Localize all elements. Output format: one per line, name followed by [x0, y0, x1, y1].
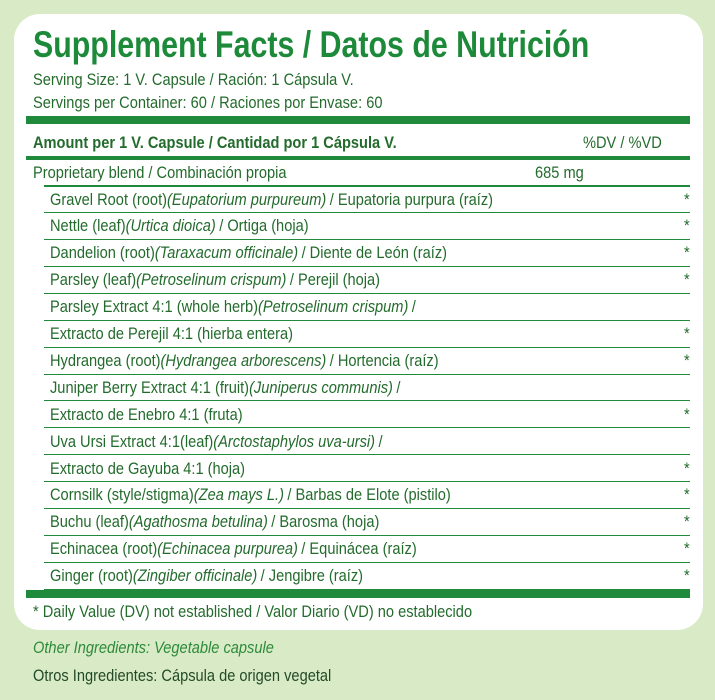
- ingredient-row: Hydrangea (root)(Hydrangea arborescens) /…: [44, 348, 690, 375]
- ingredient-name: Uva Ursi Extract 4:1(leaf): [50, 431, 214, 451]
- spanish-name: / Hortencia (raíz): [329, 350, 439, 370]
- ingredient-name: Extracto de Enebro 4:1 (fruta): [50, 404, 243, 424]
- ingredient-name: Parsley (leaf): [50, 270, 137, 290]
- ingredient-text: Extracto de Gayuba 4:1 (hoja): [50, 459, 245, 479]
- ingredient-text: Parsley Extract 4:1 (whole herb)(Petrose…: [50, 297, 416, 317]
- ingredient-name: Dandelion (root): [50, 243, 155, 263]
- dv-value: *: [684, 458, 690, 478]
- latin-name: (Urtica dioica): [125, 216, 216, 236]
- ingredient-name: Nettle (leaf): [50, 216, 126, 236]
- ingredient-row: Echinacea (root)(Echinacea purpurea) / Eq…: [44, 536, 690, 563]
- latin-name: (Petroselinum crispum): [136, 270, 287, 290]
- dv-header: %DV / %VD: [583, 133, 662, 152]
- latin-name: (Echinacea purpurea): [157, 539, 298, 559]
- ingredient-text: Buchu (leaf)(Agathosma betulina) / Barosm…: [50, 512, 379, 532]
- ingredient-name: Cornsilk (style/stigma): [50, 485, 194, 505]
- blend-row: Proprietary blend / Combinación propia 6…: [26, 160, 690, 187]
- dv-value: *: [684, 189, 690, 209]
- ingredient-row: Ginger (root)(Zingiber officinale) / Jeng…: [44, 563, 690, 590]
- ingredient-row: Cornsilk (style/stigma)(Zea mays L.) / Ba…: [44, 482, 690, 510]
- ingredient-row: Extracto de Enebro 4:1 (fruta) *: [44, 402, 690, 429]
- dv-value: *: [684, 539, 690, 559]
- latin-name: (Agathosma betulina): [128, 512, 268, 532]
- spanish-name: /: [411, 297, 416, 317]
- spanish-name: / Eupatoria purpura (raíz): [329, 189, 494, 209]
- ingredient-text: Ginger (root)(Zingiber officinale) / Jeng…: [50, 566, 363, 586]
- ingredient-name: Extracto de Perejil 4:1 (hierba entera): [50, 324, 293, 343]
- dv-value: *: [684, 566, 690, 586]
- spanish-name: / Barbas de Elote (pistilo): [287, 485, 451, 505]
- header-rule: [26, 156, 690, 160]
- row-rule: [44, 185, 690, 187]
- spanish-name: /: [396, 377, 401, 397]
- ingredient-text: Dandelion (root)(Taraxacum officinale) / …: [50, 243, 447, 263]
- dv-value: *: [684, 404, 690, 424]
- ingredient-text: Cornsilk (style/stigma)(Zea mays L.) / Ba…: [50, 485, 451, 505]
- spanish-name: / Ortiga (hoja): [219, 216, 309, 236]
- ingredient-row: Uva Ursi Extract 4:1(leaf)(Arctostaphylo…: [44, 429, 690, 456]
- ingredient-name: Echinacea (root): [50, 539, 158, 559]
- latin-name: (Taraxacum officinale): [154, 243, 299, 263]
- serving-size: Serving Size: 1 V. Capsule / Ración: 1 C…: [33, 70, 354, 89]
- ingredient-row: Extracto de Gayuba 4:1 (hoja) *: [44, 456, 690, 483]
- ingredient-row: Dandelion (root)(Taraxacum officinale) / …: [44, 240, 690, 267]
- ingredient-text: Gravel Root (root)(Eupatorium purpureum)…: [50, 190, 493, 210]
- blend-name: Proprietary blend / Combinación propia: [33, 163, 287, 182]
- blend-amount: 685 mg: [535, 163, 584, 182]
- ingredient-name: Gravel Root (root): [50, 189, 168, 209]
- other-ingredients-es: Otros Ingredientes: Cápsula de origen ve…: [33, 666, 332, 685]
- ingredient-row: Juniper Berry Extract 4:1 (fruit)(Junipe…: [44, 375, 690, 402]
- latin-name: (Arctostaphylos uva-ursi): [213, 431, 375, 451]
- thick-rule: [26, 590, 690, 598]
- ingredient-name: Buchu (leaf): [50, 512, 129, 532]
- ingredient-text: Extracto de Enebro 4:1 (fruta): [50, 405, 243, 425]
- dv-value: *: [684, 243, 690, 263]
- ingredient-row: Gravel Root (root)(Eupatorium purpureum)…: [44, 187, 690, 214]
- ingredient-name: Ginger (root): [50, 566, 133, 586]
- ingredient-row: Parsley (leaf)(Petroselinum crispum) / Pe…: [44, 267, 690, 294]
- dv-value: *: [684, 512, 690, 532]
- dv-value: *: [684, 270, 690, 290]
- thick-rule: [26, 116, 690, 124]
- other-ingredients: Other Ingredients: Vegetable capsule: [33, 638, 274, 657]
- ingredient-name: Extracto de Gayuba 4:1 (hoja): [50, 458, 246, 478]
- servings: Servings per Container: 60 / Raciones po…: [33, 93, 383, 112]
- latin-name: (Hydrangea arborescens): [160, 350, 327, 370]
- amount-header: Amount per 1 V. Capsule / Cantidad por 1…: [33, 133, 397, 152]
- ingredient-text: Parsley (leaf)(Petroselinum crispum) / Pe…: [50, 270, 380, 290]
- ingredient-row: Buchu (leaf)(Agathosma betulina) / Barosm…: [44, 509, 690, 536]
- latin-name: (Eupatorium purpureum): [167, 189, 327, 209]
- dv-value: *: [684, 350, 690, 370]
- latin-name: (Juniperus communis): [249, 377, 393, 397]
- ingredient-row: Parsley Extract 4:1 (whole herb)(Petrose…: [44, 294, 690, 321]
- spanish-name: /: [378, 431, 383, 451]
- latin-name: (Zingiber officinale): [132, 566, 258, 586]
- ingredient-text: Nettle (leaf)(Urtica dioica) / Ortiga (ho…: [50, 216, 309, 236]
- dv-value: *: [684, 485, 690, 505]
- spanish-name: / Perejil (hoja): [289, 270, 381, 290]
- spanish-name: / Jengibre (raíz): [260, 566, 364, 586]
- ingredient-name: Parsley Extract 4:1 (whole herb): [50, 297, 259, 317]
- ingredient-text: Echinacea (root)(Echinacea purpurea) / Eq…: [50, 539, 417, 559]
- ingredient-row: Extracto de Perejil 4:1 (hierba entera) *: [44, 321, 690, 348]
- dv-value: *: [684, 324, 690, 343]
- dv-value: *: [684, 216, 690, 236]
- spanish-name: / Equinácea (raíz): [301, 539, 417, 559]
- ingredient-text: Uva Ursi Extract 4:1(leaf)(Arctostaphylo…: [50, 432, 383, 452]
- ingredient-row: Nettle (leaf)(Urtica dioica) / Ortiga (ho…: [44, 213, 690, 241]
- latin-name: (Petroselinum crispum): [258, 297, 409, 317]
- ingredient-name: Juniper Berry Extract 4:1 (fruit): [50, 377, 250, 397]
- latin-name: (Zea mays L.): [193, 485, 284, 505]
- title: Supplement Facts / Datos de Nutrición: [33, 24, 590, 65]
- ingredient-text: Juniper Berry Extract 4:1 (fruit)(Junipe…: [50, 378, 400, 398]
- ingredient-name: Hydrangea (root): [50, 350, 161, 370]
- ingredient-text: Hydrangea (root)(Hydrangea arborescens) /…: [50, 351, 439, 371]
- ingredient-text: Extracto de Perejil 4:1 (hierba entera): [50, 324, 293, 344]
- spanish-name: / Diente de León (raíz): [301, 243, 448, 263]
- spanish-name: / Barosma (hoja): [271, 512, 380, 532]
- footnote: * Daily Value (DV) not established / Val…: [33, 602, 473, 621]
